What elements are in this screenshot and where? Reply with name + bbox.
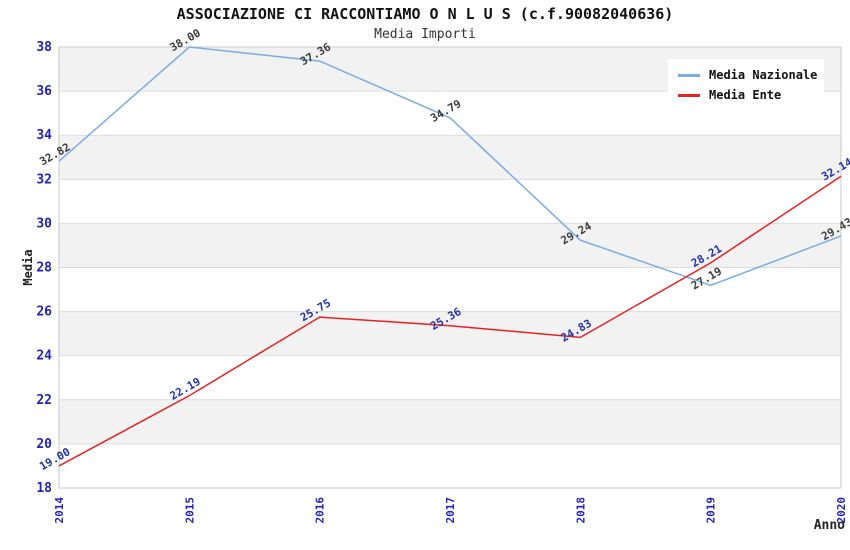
legend-item-media-nazionale: Media Nazionale <box>678 65 824 85</box>
y-axis-title: Media <box>21 249 35 285</box>
x-tick-label: 2019 <box>705 497 718 524</box>
x-tick-label: 2018 <box>574 497 587 524</box>
y-tick-label: 18 <box>36 481 52 496</box>
x-axis-title: Anno <box>814 518 845 533</box>
x-tick-label: 2015 <box>183 497 196 524</box>
legend-label: Media Ente <box>709 88 782 102</box>
y-tick-label: 26 <box>36 305 52 320</box>
chart-subtitle: Media Importi <box>374 27 476 42</box>
y-tick-label: 38 <box>36 40 52 55</box>
legend-item-media-ente: Media Ente <box>678 85 824 105</box>
plot-frame <box>58 46 842 489</box>
grid-band <box>59 223 841 268</box>
series-line-1 <box>58 175 842 467</box>
chart-title: ASSOCIAZIONE CI RACCONTIAMO O N L U S (c… <box>176 5 674 23</box>
legend-line-swatch-ente <box>678 93 700 97</box>
x-tick-label: 2014 <box>53 497 66 524</box>
grid-band <box>59 135 841 180</box>
grid-band <box>59 311 841 356</box>
y-tick-label: 36 <box>36 84 52 99</box>
x-tick-label: 2016 <box>314 497 327 524</box>
x-tick-label: 2020 <box>835 497 848 524</box>
legend-line-swatch-nazionale <box>678 73 700 77</box>
legend-label: Media Nazionale <box>709 68 818 82</box>
y-tick-label: 24 <box>36 349 52 364</box>
point-label: 34.79 <box>428 97 463 125</box>
y-tick-label: 28 <box>36 261 52 276</box>
y-tick-label: 20 <box>36 437 52 452</box>
y-tick-label: 22 <box>36 393 52 408</box>
legend: Media Nazionale Media Ente <box>668 59 824 107</box>
x-tick-label: 2017 <box>444 497 457 524</box>
series-line-0 <box>58 46 842 287</box>
grid-band <box>59 399 841 444</box>
y-tick-label: 32 <box>36 172 52 187</box>
y-tick-label: 34 <box>36 128 52 143</box>
y-tick-label: 30 <box>36 216 52 231</box>
